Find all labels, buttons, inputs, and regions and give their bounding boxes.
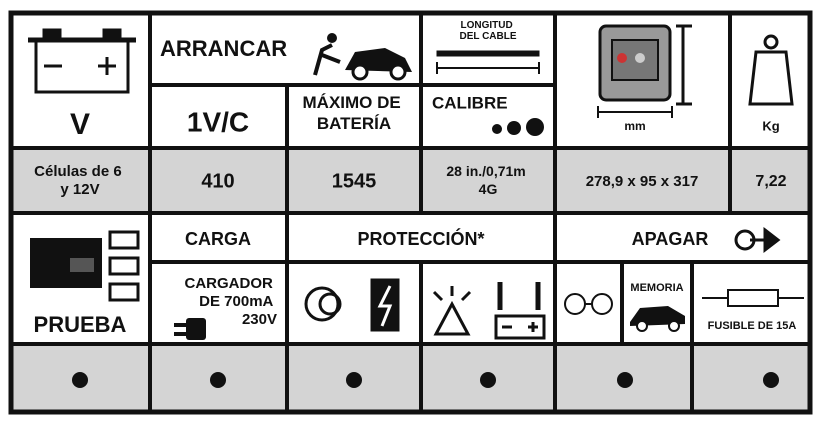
line: 4G: [479, 181, 498, 197]
line: 28 in./0,71m: [446, 163, 525, 179]
cells-label: 1V/C: [187, 106, 249, 137]
charge-label: CARGA: [185, 229, 251, 249]
line: MÁXIMO DE: [303, 93, 401, 112]
cells-value: 410: [201, 170, 234, 192]
fuse-icon: [702, 289, 804, 307]
charger-label: CARGADOR DE 700mA 230V: [184, 275, 277, 328]
fuse-label: FUSIBLE DE 15A: [708, 320, 797, 332]
rings-icon: [564, 293, 613, 315]
memory-label: MEMORIA: [630, 282, 683, 294]
line: 230V: [242, 311, 277, 328]
line: DE 700mA: [199, 293, 273, 310]
gray-row: [10, 344, 812, 414]
gray-row: [10, 148, 812, 213]
weight-icon: [748, 34, 794, 106]
charger-icon: [30, 230, 140, 302]
plug-icon: [174, 318, 206, 340]
test-label: PRUEBA: [34, 312, 127, 337]
shutdown-label: APAGAR: [632, 229, 709, 249]
cable-length-label: LONGITUD DEL CABLE: [459, 20, 516, 42]
line: y 12V: [60, 181, 99, 198]
protection-icons: [304, 278, 546, 340]
dimensions-value: 278,9 x 95 x 317: [586, 173, 699, 190]
product-icon: [597, 24, 692, 118]
gauge-dots: [492, 118, 544, 136]
max-battery-label: MÁXIMO DE BATERÍA: [303, 93, 406, 133]
line: LONGITUD: [461, 20, 513, 31]
weight-value: 7,22: [755, 173, 786, 190]
line: BATERÍA: [317, 114, 391, 133]
protection-label: PROTECCIÓN*: [357, 228, 484, 249]
memory-car: [630, 306, 685, 332]
battery-icon: [28, 28, 136, 94]
cable-icon: [436, 50, 540, 74]
status-dots: [72, 372, 779, 388]
voltage-value: Células de 6 y 12V: [34, 163, 126, 198]
line: CARGADOR: [184, 275, 272, 292]
line: DEL CABLE: [459, 31, 516, 42]
line: Células de 6: [34, 163, 122, 180]
max-battery-value: 1545: [332, 170, 377, 192]
voltage-label: V: [70, 108, 90, 141]
gauge-label: CALIBRE: [432, 93, 508, 112]
cable-value: 28 in./0,71m 4G: [446, 163, 529, 197]
mm-label: mm: [624, 119, 645, 133]
car-icon: [313, 33, 412, 81]
start-label: ARRANCAR: [160, 36, 287, 61]
apagar-arrow: [734, 226, 781, 254]
kg-label: Kg: [762, 118, 779, 133]
grid: [8, 10, 813, 415]
